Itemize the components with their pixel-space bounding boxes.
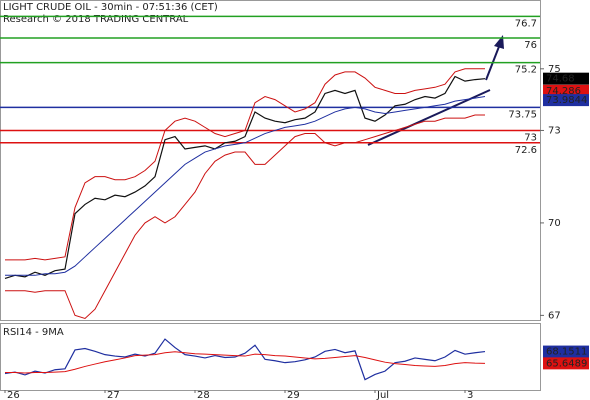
chart-subtitle: Research © 2018 TRADING CENTRAL (3, 14, 189, 25)
level-label: 75.2 (515, 65, 537, 76)
level-label: 73 (524, 132, 537, 143)
price-frame (0, 0, 541, 321)
level-label: 73.75 (508, 109, 537, 120)
price-box (543, 94, 589, 107)
chart-title: LIGHT CRUDE OIL - 30min - 07:51:36 (CET) (3, 2, 218, 13)
price-box-label: 74.286 (546, 86, 581, 97)
series-line (4, 338, 486, 381)
y-tick-label: 67 (548, 310, 561, 321)
arrow-head (494, 35, 504, 49)
y-tick-label: 73 (548, 125, 561, 136)
series-line (5, 114, 485, 320)
value-box-label: 68.1511 (546, 347, 587, 358)
value-box (543, 357, 589, 370)
level-label: 76 (524, 40, 537, 51)
value-box-label: 65.6489 (546, 358, 587, 369)
series-line (5, 68, 485, 261)
price-box-label: 74.68 (546, 74, 575, 85)
rsi-frame (0, 323, 541, 391)
series-line (4, 75, 486, 279)
value-box (543, 345, 589, 358)
y-tick-label: 75 (548, 64, 561, 75)
x-tick-label: Jul (376, 390, 389, 400)
series-line (5, 351, 486, 374)
price-box (543, 84, 589, 97)
series-line (5, 96, 486, 276)
x-tick-label: 26 (7, 390, 20, 400)
rsi-title: RSI14 - 9MA (3, 327, 64, 338)
x-tick-label: 3 (467, 390, 473, 400)
price-box-label: 73.9844 (546, 95, 587, 106)
level-label: 76.7 (515, 18, 537, 29)
x-tick-label: 27 (107, 390, 120, 400)
level-label: 72.6 (515, 145, 537, 156)
y-tick-label: 70 (548, 218, 561, 229)
price-box (543, 72, 589, 85)
x-tick-label: 29 (287, 390, 300, 400)
x-tick-label: 28 (197, 390, 210, 400)
